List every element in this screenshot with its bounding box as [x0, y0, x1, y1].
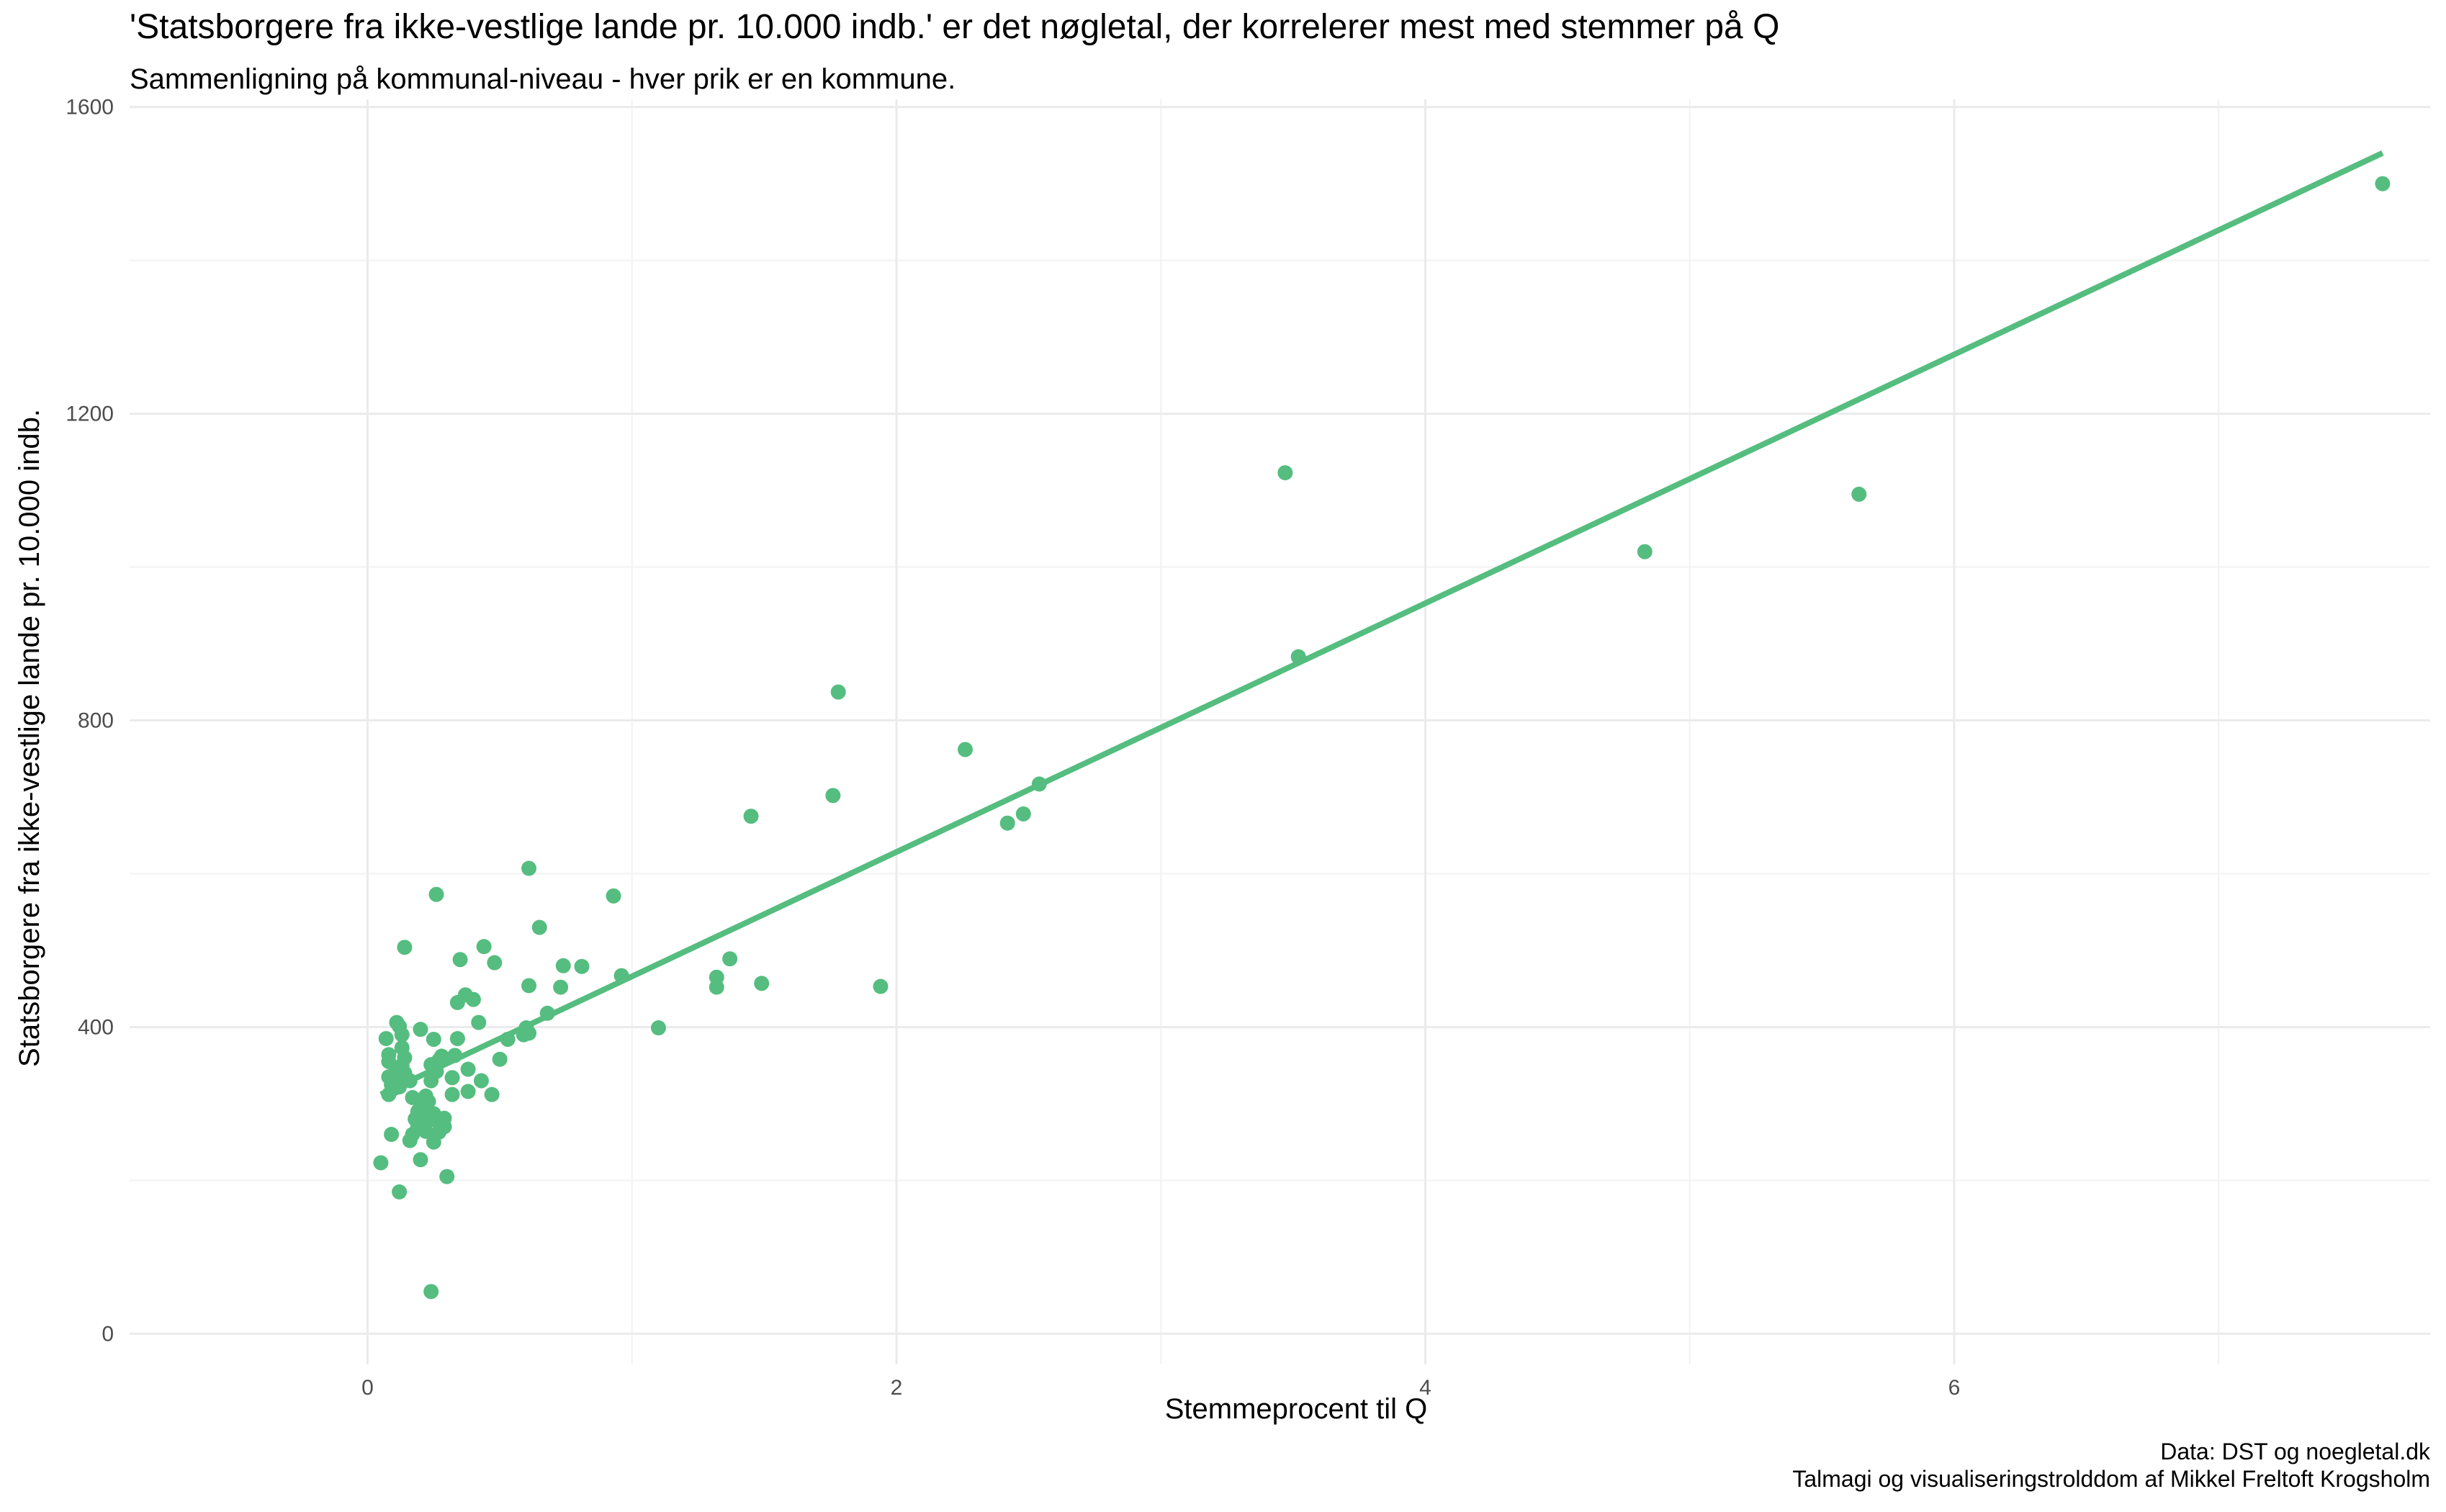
data-point — [743, 809, 759, 824]
data-point — [428, 886, 444, 902]
data-point — [722, 951, 738, 967]
data-point — [521, 860, 537, 876]
data-point — [1290, 649, 1306, 665]
data-point — [405, 1089, 421, 1105]
chart-subtitle: Sammenligning på kommunal-niveau - hver … — [130, 63, 956, 95]
data-point — [709, 979, 724, 995]
data-point — [1277, 465, 1293, 481]
trend-line — [379, 150, 2384, 1097]
y-tick-label: 400 — [78, 1015, 114, 1039]
data-point — [471, 1014, 487, 1030]
grid-lines — [130, 99, 2430, 1364]
data-point — [413, 1022, 428, 1038]
data-point — [444, 1070, 460, 1086]
axis-ticks: 0 2 4 6 0 400 800 1200 1600 — [66, 96, 1960, 1400]
data-point — [408, 1111, 423, 1127]
data-point — [394, 1040, 410, 1056]
data-point — [473, 1073, 489, 1089]
data-point — [397, 940, 413, 955]
data-point — [873, 978, 889, 994]
x-tick-label: 6 — [1948, 1376, 1961, 1400]
data-point — [521, 978, 537, 994]
data-point — [500, 1032, 516, 1048]
data-points — [373, 176, 2391, 1300]
data-point — [516, 1027, 531, 1043]
data-point — [825, 788, 841, 804]
data-point — [613, 968, 629, 984]
y-axis-title: Statsborgere fra ikke-vestlige lande pr.… — [14, 409, 45, 1067]
data-point — [1015, 806, 1031, 822]
y-tick-label: 1600 — [66, 96, 114, 120]
data-point — [423, 1057, 439, 1073]
data-point — [460, 1061, 476, 1077]
data-point — [484, 1086, 500, 1102]
data-point — [487, 955, 503, 971]
data-point — [389, 1014, 405, 1030]
data-point — [447, 1048, 463, 1063]
data-point — [555, 958, 571, 973]
data-point — [531, 919, 547, 935]
y-tick-label: 800 — [78, 709, 114, 733]
data-point — [426, 1032, 441, 1048]
data-point — [1031, 776, 1047, 792]
data-point — [1637, 544, 1653, 559]
data-point — [423, 1284, 439, 1300]
data-point — [449, 994, 465, 1010]
data-point — [999, 815, 1015, 831]
chart-title: 'Statsborgere fra ikke-vestlige lande pr… — [130, 8, 1780, 46]
data-point — [381, 1053, 397, 1069]
data-point — [539, 1005, 555, 1021]
data-point — [476, 939, 492, 955]
data-point — [830, 684, 846, 700]
data-point — [439, 1169, 455, 1184]
data-point — [392, 1184, 408, 1200]
x-tick-label: 4 — [1419, 1376, 1431, 1400]
data-point — [606, 888, 621, 904]
data-point — [381, 1086, 397, 1102]
data-point — [2375, 176, 2391, 192]
data-point — [449, 1030, 465, 1046]
data-point — [460, 1084, 476, 1099]
data-point — [553, 979, 569, 995]
data-point — [402, 1133, 418, 1148]
y-tick-label: 1200 — [66, 402, 114, 426]
data-point — [423, 1073, 439, 1089]
data-point — [413, 1152, 428, 1168]
caption-credit: Talmagi og visualiseringstrolddom af Mik… — [1792, 1466, 2430, 1492]
caption-source: Data: DST og noegletal.dk — [2160, 1439, 2430, 1464]
data-point — [452, 952, 468, 968]
data-point — [444, 1086, 460, 1102]
data-point — [426, 1134, 441, 1150]
data-point — [492, 1051, 508, 1067]
data-point — [574, 958, 590, 974]
trend-line-layer — [379, 150, 2384, 1097]
data-point — [384, 1127, 400, 1143]
x-axis-title: Stemmeprocent til Q — [1165, 1393, 1428, 1425]
x-tick-label: 0 — [361, 1376, 374, 1400]
data-point — [957, 742, 973, 757]
data-point — [373, 1155, 389, 1171]
data-point — [754, 976, 770, 991]
data-point — [650, 1020, 666, 1036]
data-point — [1851, 486, 1867, 502]
y-tick-label: 0 — [102, 1322, 114, 1346]
x-tick-label: 2 — [891, 1376, 903, 1400]
data-point — [378, 1030, 394, 1046]
data-point — [381, 1069, 397, 1085]
